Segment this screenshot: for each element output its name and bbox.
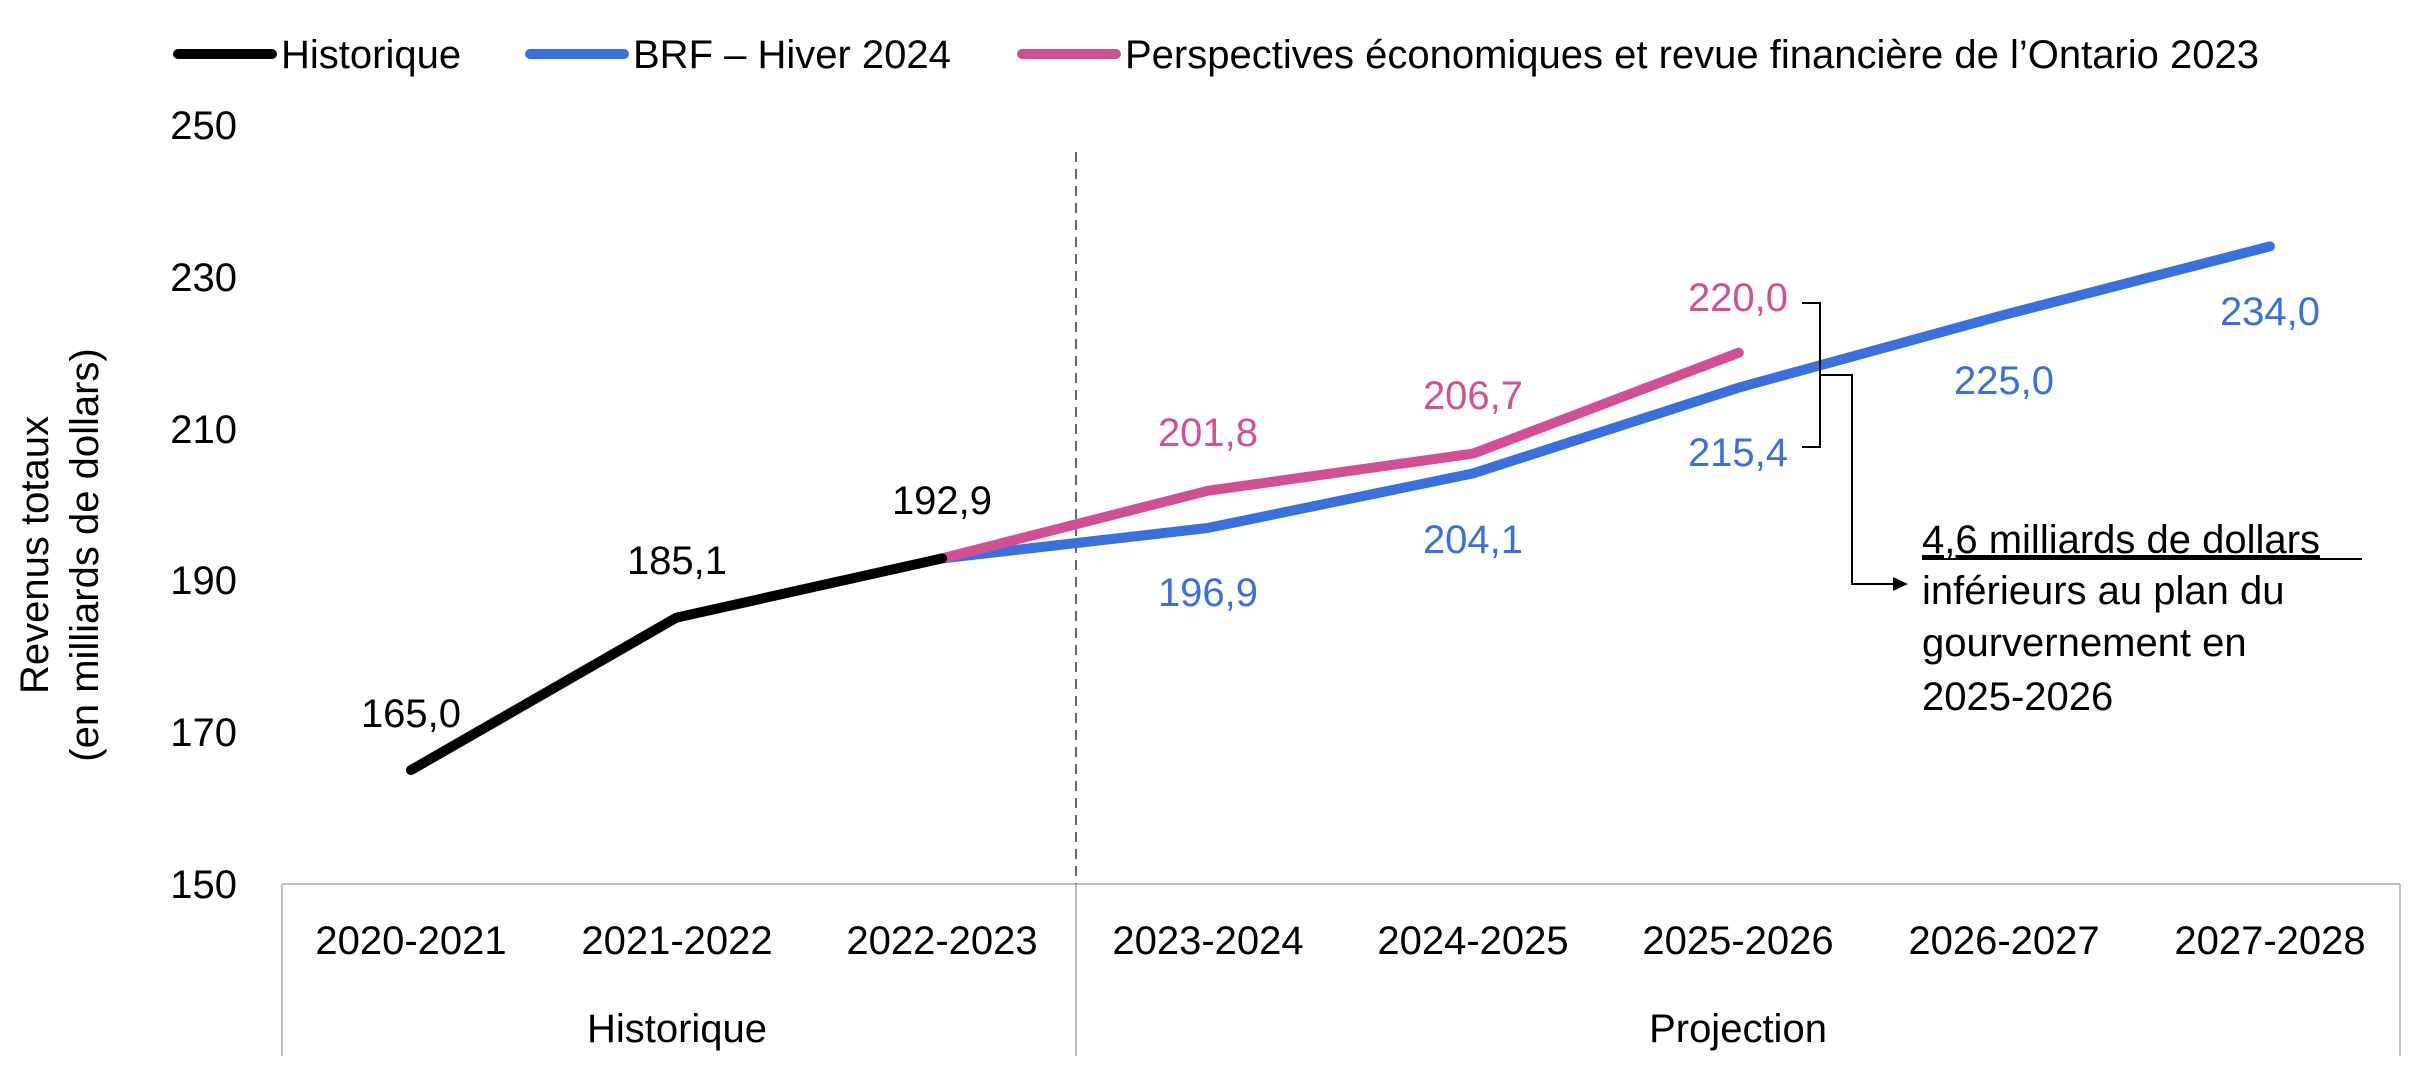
y-tick-label: 170 <box>170 711 237 755</box>
data-labels: 165,0 185,1 192,9 196,9 204,1 215,4 225,… <box>361 276 2320 736</box>
y-axis-title-line1: Revenus totaux <box>13 416 57 694</box>
x-categories: 2020-2021 2021-2022 2022-2023 2023-2024 … <box>315 919 2365 963</box>
x-tick-label: 2022-2023 <box>846 919 1037 963</box>
legend-label-brf: BRF – Hiver 2024 <box>633 33 951 77</box>
series-lines <box>406 241 2275 776</box>
legend-item-brf[interactable]: BRF – Hiver 2024 <box>525 33 951 77</box>
y-tick-label: 190 <box>170 559 237 603</box>
x-tick-label: 2020-2021 <box>315 919 506 963</box>
data-label-brf: 215,4 <box>1688 431 1788 475</box>
annotation-arrowhead <box>1893 577 1908 591</box>
y-tick-label: 250 <box>170 104 237 148</box>
legend-item-historique[interactable]: Historique <box>173 33 461 77</box>
x-tick-label: 2023-2024 <box>1112 919 1303 963</box>
legend: Historique BRF – Hiver 2024 Perspectives… <box>173 33 2259 77</box>
x-tick-label: 2024-2025 <box>1377 919 1568 963</box>
y-tick-label: 150 <box>170 863 237 907</box>
data-label-historique: 165,0 <box>361 692 461 736</box>
gap-annotation: 4,6 milliards de dollars inférieurs au p… <box>1802 302 2362 719</box>
x-groups: Historique Projection <box>587 1007 1827 1051</box>
y-axis: 150 170 190 210 230 250 <box>170 104 237 907</box>
series-line-brf <box>937 241 2275 564</box>
y-axis-title: Revenus totaux (en milliards de dollars) <box>13 348 107 761</box>
data-label-brf: 234,0 <box>2220 290 2320 334</box>
data-label-historique: 192,9 <box>892 479 992 523</box>
data-label-brf: 196,9 <box>1158 571 1258 615</box>
x-tick-label: 2027-2028 <box>2174 919 2365 963</box>
data-label-perspectives: 201,8 <box>1158 411 1258 455</box>
x-tick-label: 2021-2022 <box>581 919 772 963</box>
annotation-line: inférieurs au plan du <box>1922 569 2284 613</box>
annotation-connector <box>1820 374 1896 585</box>
group-label-projection: Projection <box>1649 1007 1827 1051</box>
data-label-brf: 204,1 <box>1423 518 1523 562</box>
y-tick-label: 230 <box>170 256 237 300</box>
legend-item-perspectives[interactable]: Perspectives économiques et revue financ… <box>1017 33 2259 77</box>
legend-label-historique: Historique <box>281 33 461 77</box>
series-line-perspectives <box>937 347 1744 564</box>
legend-label-perspectives: Perspectives économiques et revue financ… <box>1125 33 2259 77</box>
data-label-brf: 225,0 <box>1954 359 2054 403</box>
y-axis-title-line2: (en milliards de dollars) <box>63 348 107 761</box>
annotation-bracket <box>1802 302 1821 448</box>
annotation-line: gourvernement en <box>1922 621 2247 665</box>
y-tick-label: 210 <box>170 408 237 452</box>
data-label-perspectives: 220,0 <box>1688 276 1788 320</box>
annotation-line: 2025-2026 <box>1922 675 2113 719</box>
series-line-historique <box>406 553 948 776</box>
data-label-historique: 185,1 <box>627 539 727 583</box>
annotation-highlight: 4,6 milliards de dollars <box>1922 518 2320 562</box>
x-tick-label: 2025-2026 <box>1642 919 1833 963</box>
x-axis <box>281 883 2401 1056</box>
group-label-historique: Historique <box>587 1007 767 1051</box>
x-tick-label: 2026-2027 <box>1908 919 2099 963</box>
data-label-perspectives: 206,7 <box>1423 374 1523 418</box>
